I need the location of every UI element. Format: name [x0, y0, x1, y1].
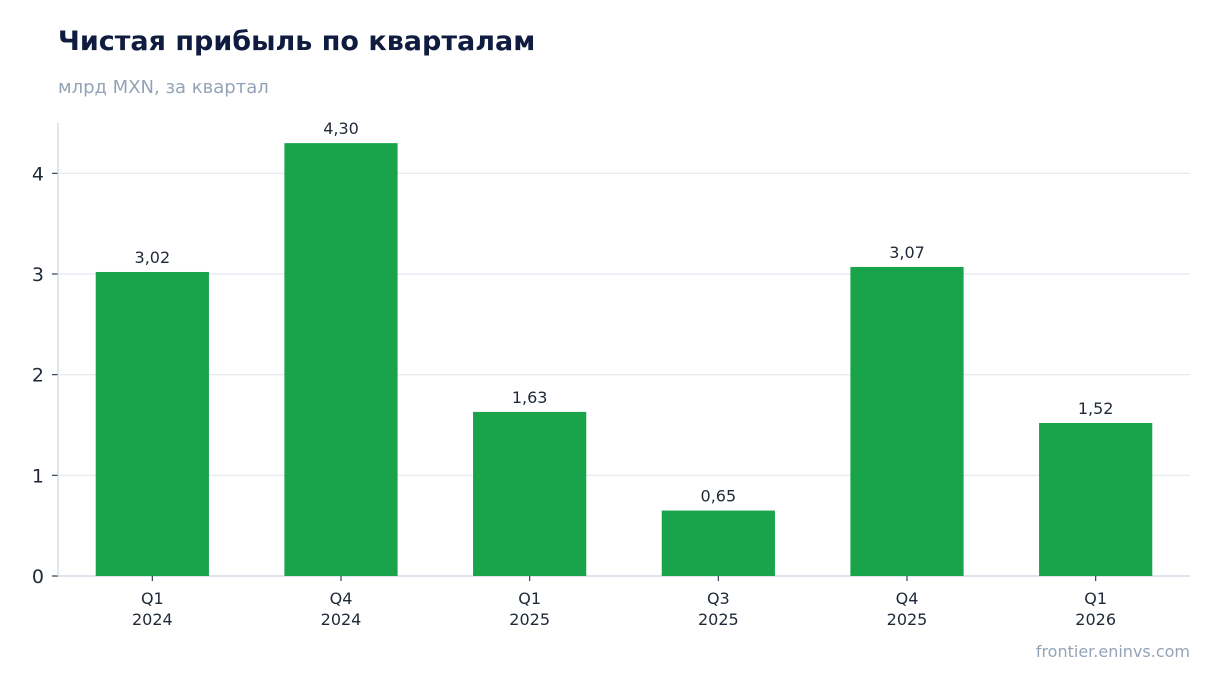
bar [284, 143, 398, 576]
chart-title: Чистая прибыль по кварталам [58, 26, 536, 57]
bar [661, 510, 775, 576]
bar [473, 411, 587, 576]
chart-subtitle: млрд MXN, за квартал [58, 77, 269, 98]
bar-value-label: 0,65 [701, 487, 737, 506]
x-tick-label-year: 2025 [887, 610, 928, 629]
grid-lines [58, 172, 1190, 476]
bar [95, 271, 209, 576]
bar-value-label: 3,07 [889, 243, 925, 262]
bar [850, 266, 964, 576]
y-tick-label: 4 [32, 163, 44, 185]
bar-value-label: 1,52 [1078, 399, 1114, 418]
x-tick-label-year: 2024 [132, 610, 173, 629]
x-tick-label-quarter: Q4 [330, 589, 353, 608]
x-tick-label-year: 2025 [509, 610, 550, 629]
x-tick-label-quarter: Q1 [141, 589, 164, 608]
x-tick-label-quarter: Q3 [707, 589, 730, 608]
bar-value-label: 3,02 [135, 248, 171, 267]
y-tick-label: 1 [32, 465, 44, 487]
y-tick-label: 0 [32, 566, 44, 588]
y-tick-label: 3 [32, 264, 44, 286]
axes: 0 1 2 3 4 [32, 123, 1190, 588]
bar-value-label: 4,30 [323, 119, 359, 138]
x-tick-label-year: 2025 [698, 610, 739, 629]
x-tick-label-year: 2026 [1075, 610, 1116, 629]
bar-value-label: 1,63 [512, 388, 548, 407]
bars [95, 143, 1153, 576]
x-tick-label-quarter: Q4 [896, 589, 919, 608]
source-link[interactable]: frontier.eninvs.com [1035, 642, 1190, 661]
x-tick-label-quarter: Q1 [1084, 589, 1107, 608]
x-tick-label-quarter: Q1 [518, 589, 541, 608]
bar [1039, 422, 1153, 576]
x-tick-label-year: 2024 [321, 610, 362, 629]
y-tick-label: 2 [32, 365, 44, 387]
labels: 3,02 Q1 2024 4,30 Q4 2024 1,63 Q1 2025 0,65 Q3 2025… [132, 119, 1116, 629]
